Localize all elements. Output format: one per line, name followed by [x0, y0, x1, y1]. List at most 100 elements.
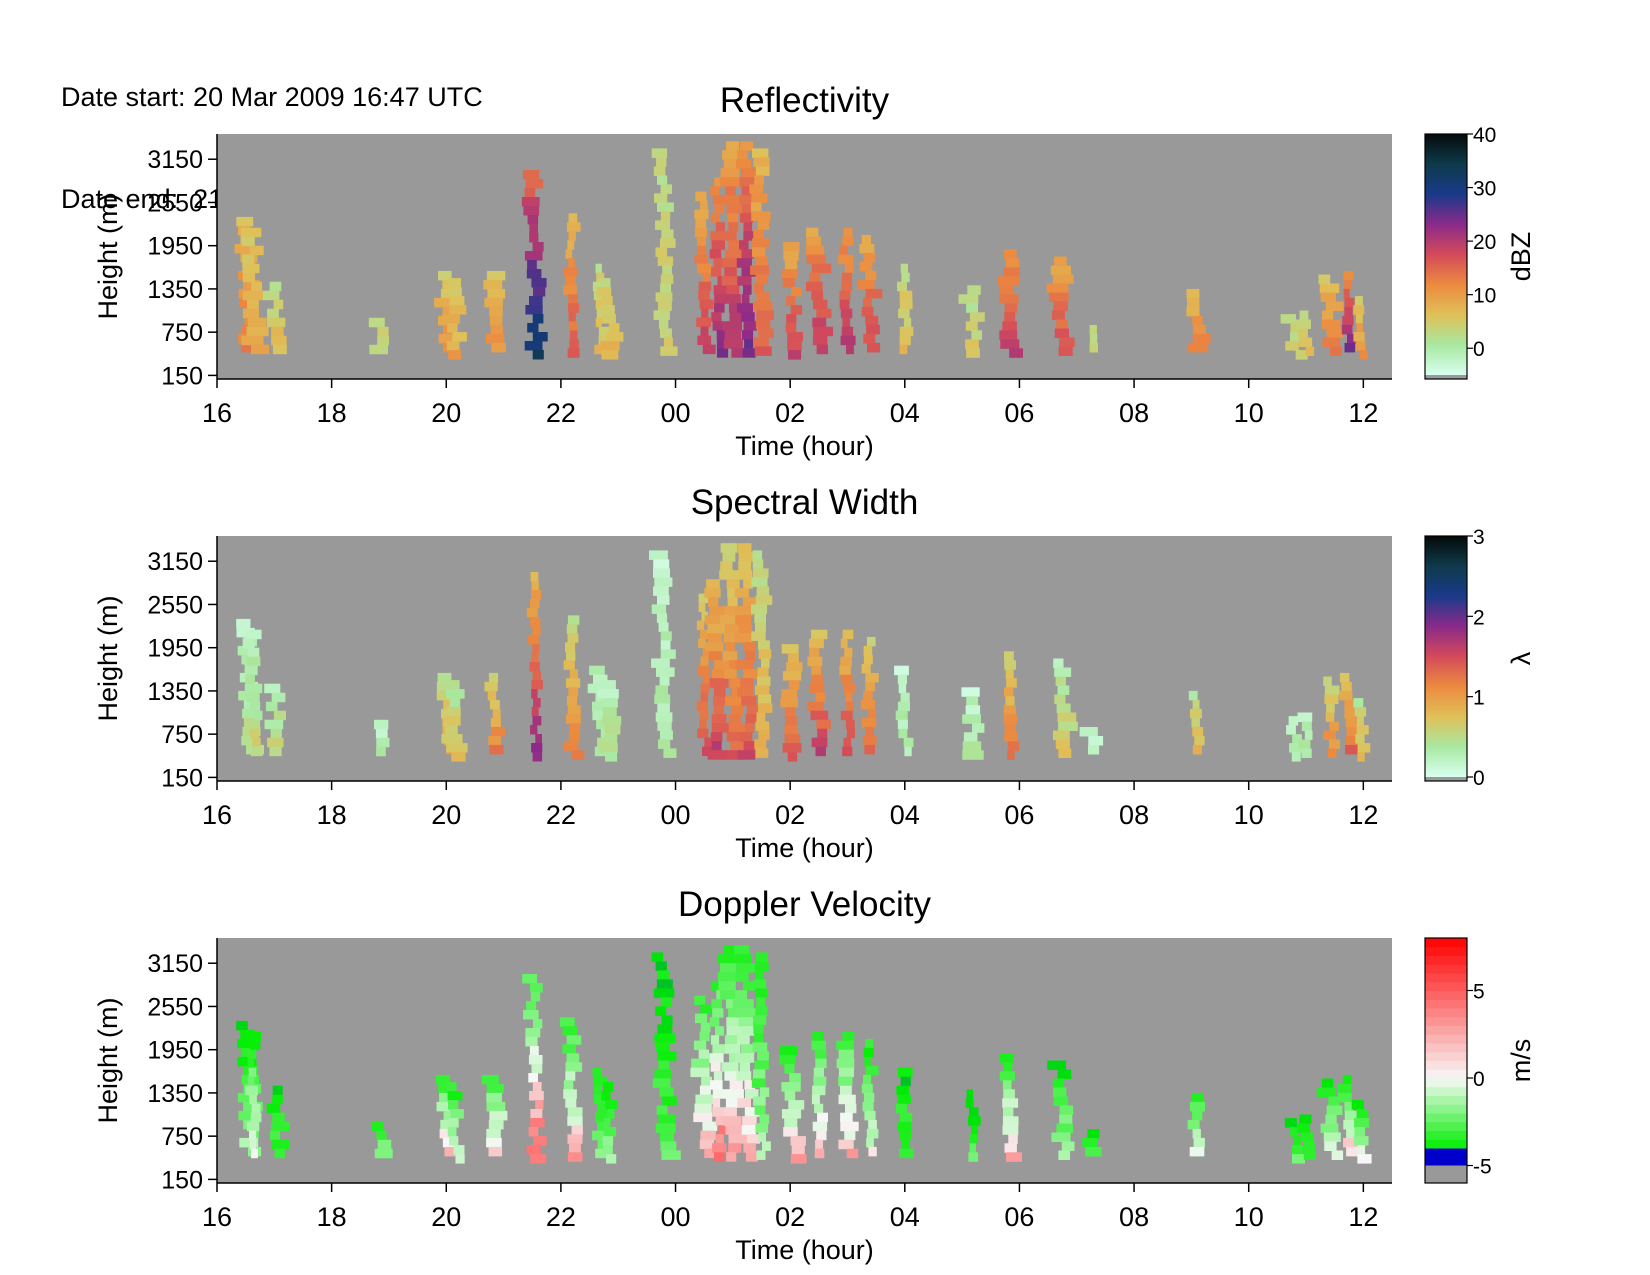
echo-column	[749, 148, 774, 356]
echo-column	[242, 629, 263, 757]
chart-title: Spectral Width	[691, 483, 919, 522]
echo-column	[811, 1031, 828, 1159]
y-tick-label: 750	[161, 319, 203, 347]
x-tick-label: 06	[1004, 800, 1034, 830]
echo-column	[1339, 672, 1358, 755]
echo-column	[696, 593, 714, 757]
echo-column	[245, 1031, 262, 1159]
echo-column	[805, 227, 833, 355]
colorbar-tick-label: 20	[1473, 231, 1496, 254]
echo-column	[704, 579, 733, 760]
axes: 16 18 20 22 00 02 04 06 08 10 12 Time (hour) 150 750 1…	[93, 536, 1392, 863]
x-tick-label: 20	[431, 398, 461, 428]
x-tick-label: 22	[546, 398, 576, 428]
y-tick-label: 2550	[147, 189, 203, 217]
echo-column	[1296, 310, 1315, 356]
echo-column	[266, 1085, 290, 1159]
echo-column	[563, 615, 585, 760]
x-tick-label: 22	[546, 1202, 576, 1232]
echo-column	[1297, 712, 1313, 758]
echo-column	[1186, 288, 1211, 353]
echo-column	[521, 170, 548, 360]
x-tick-label: 06	[1004, 398, 1034, 428]
x-axis-label: Time (hour)	[735, 833, 874, 863]
echo-column	[526, 572, 543, 762]
x-tick-label: 12	[1348, 1202, 1378, 1232]
echo-column	[897, 263, 914, 355]
echo-column	[709, 177, 729, 358]
echo-column	[961, 687, 985, 760]
echo-column	[838, 227, 856, 355]
colorbar-tick-label: 1	[1473, 687, 1485, 710]
echo-column	[997, 249, 1023, 358]
x-tick-label: 22	[546, 800, 576, 830]
echo-column	[371, 1121, 393, 1159]
colorbar-tick-label: 0	[1473, 338, 1485, 361]
x-tick-label: 20	[431, 1202, 461, 1232]
echo-column	[690, 995, 718, 1159]
y-tick-label: 2550	[147, 993, 203, 1021]
colorbar-tick-label: 40	[1473, 124, 1496, 147]
echo-column	[1089, 325, 1098, 353]
axes: 16 18 20 22 00 02 04 06 08 10 12 Time (hour) 150 750 1…	[93, 938, 1392, 1265]
echo-column	[999, 1053, 1022, 1162]
y-axis-label: Height (m)	[93, 595, 123, 721]
echo-column	[601, 1082, 618, 1164]
x-tick-label: 04	[890, 1202, 920, 1232]
echo-column	[563, 213, 581, 358]
colorbar-tick-label: 5	[1473, 981, 1485, 1004]
colorbar: 5 0 -5 m/s	[1424, 937, 1536, 1184]
echo-column	[751, 952, 771, 1160]
x-tick-label: 18	[317, 398, 347, 428]
x-tick-label: 18	[317, 800, 347, 830]
echo-column	[1351, 1100, 1372, 1164]
colorbar-tick-label: 10	[1473, 285, 1496, 308]
x-tick-label: 08	[1119, 800, 1149, 830]
y-tick-label: 1950	[147, 1037, 203, 1065]
echo-column	[1341, 270, 1358, 353]
x-tick-label: 10	[1234, 1202, 1264, 1232]
echo-column	[894, 665, 914, 757]
echo-column	[965, 1089, 981, 1162]
axes: 16 18 20 22 00 02 04 06 08 10 12 Time (hour) 150 750 1…	[93, 134, 1392, 461]
echo-column	[858, 234, 883, 353]
echo-column	[262, 281, 287, 355]
echo-column	[1079, 727, 1104, 755]
plot-background	[217, 134, 1392, 379]
echo-column	[836, 1031, 859, 1159]
echo-column	[1316, 1078, 1344, 1160]
echo-column	[734, 543, 760, 760]
echo-column	[441, 680, 468, 762]
x-tick-label: 08	[1119, 1202, 1149, 1232]
echo-column	[958, 285, 985, 358]
y-tick-label: 150	[161, 1166, 203, 1194]
x-tick-label: 00	[661, 800, 691, 830]
echo-column	[651, 148, 678, 356]
echo-column	[861, 1038, 879, 1157]
y-tick-label: 3150	[147, 146, 203, 174]
echo-column	[651, 952, 681, 1160]
echo-column	[442, 278, 467, 360]
echo-column	[736, 141, 758, 358]
panel-doppler-velocity: Doppler Velocity 16 18 20 22 00 02 04 06 08 10 12 Ti…	[93, 885, 1536, 1265]
x-tick-label: 06	[1004, 1202, 1034, 1232]
echo-column	[1318, 274, 1344, 356]
echo-column	[522, 974, 547, 1164]
echo-column	[1047, 1060, 1075, 1160]
echo-column	[720, 141, 746, 358]
y-axis-label: Height (m)	[93, 193, 123, 319]
echo-column	[839, 629, 856, 757]
echo-column	[1046, 256, 1075, 356]
x-tick-label: 12	[1348, 800, 1378, 830]
echo-column	[264, 683, 286, 757]
plot-background	[217, 536, 1392, 781]
colorbar-tick-label: 2	[1473, 606, 1485, 629]
x-tick-label: 02	[775, 398, 805, 428]
y-tick-label: 750	[161, 1123, 203, 1151]
echo-column	[1284, 1118, 1305, 1164]
colorbar-tick-label: 30	[1473, 178, 1496, 201]
colorbar-tick-label: 3	[1473, 526, 1485, 549]
x-tick-label: 10	[1234, 800, 1264, 830]
echo-column	[649, 550, 677, 758]
